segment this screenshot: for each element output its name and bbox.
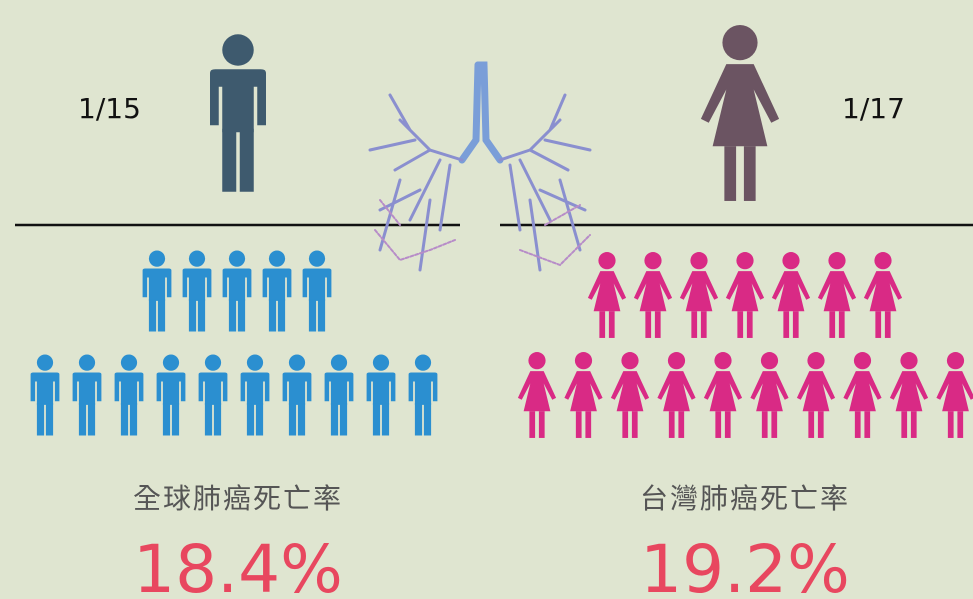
woman-pictogram <box>818 252 856 338</box>
woman-pictogram <box>843 352 881 438</box>
man-pictogram <box>409 355 438 436</box>
men-rate: 18.4% <box>133 531 343 599</box>
woman-pictogram <box>588 252 626 338</box>
women-ratio: 1/17 <box>842 92 905 125</box>
man-pictogram <box>73 355 102 436</box>
woman-icon <box>701 25 779 201</box>
man-pictogram <box>183 251 212 332</box>
man-pictogram <box>283 355 312 436</box>
man-pictogram <box>143 251 172 332</box>
men-caption: 全球肺癌死亡率 <box>133 482 343 515</box>
infographic: 1/15 1/17 全球肺癌死亡率 台灣肺癌死亡率 18.4% 19.2% <box>0 0 973 599</box>
man-pictogram <box>31 355 60 436</box>
body: 1/15 1/17 全球肺癌死亡率 台灣肺癌死亡率 18.4% 19.2% ((… <box>0 0 973 599</box>
woman-pictogram <box>634 252 672 338</box>
women-rate: 19.2% <box>640 531 850 599</box>
man-pictogram <box>199 355 228 436</box>
woman-pictogram <box>726 252 764 338</box>
women-caption: 台灣肺癌死亡率 <box>640 482 850 515</box>
man-pictogram <box>157 355 186 436</box>
man-pictogram <box>303 251 332 332</box>
lungs <box>370 65 590 270</box>
man-pictogram <box>115 355 144 436</box>
man-icon <box>210 34 266 192</box>
man-pictogram <box>223 251 252 332</box>
woman-pictogram <box>750 352 788 438</box>
woman-pictogram <box>564 352 602 438</box>
woman-pictogram <box>864 252 902 338</box>
man-pictogram <box>367 355 396 436</box>
man-pictogram <box>263 251 292 332</box>
woman-pictogram <box>936 352 973 438</box>
men-ratio: 1/15 <box>78 92 141 125</box>
woman-pictogram <box>657 352 695 438</box>
page: {"men": {"ratio": "1/15", "caption": "全球… <box>0 0 973 599</box>
woman-pictogram <box>611 352 649 438</box>
woman-pictogram <box>704 352 742 438</box>
woman-pictogram <box>890 352 928 438</box>
woman-pictogram <box>680 252 718 338</box>
woman-pictogram <box>797 352 835 438</box>
man-pictogram <box>241 355 270 436</box>
woman-pictogram <box>518 352 556 438</box>
icons <box>31 251 973 438</box>
woman-pictogram <box>772 252 810 338</box>
man-pictogram <box>325 355 354 436</box>
